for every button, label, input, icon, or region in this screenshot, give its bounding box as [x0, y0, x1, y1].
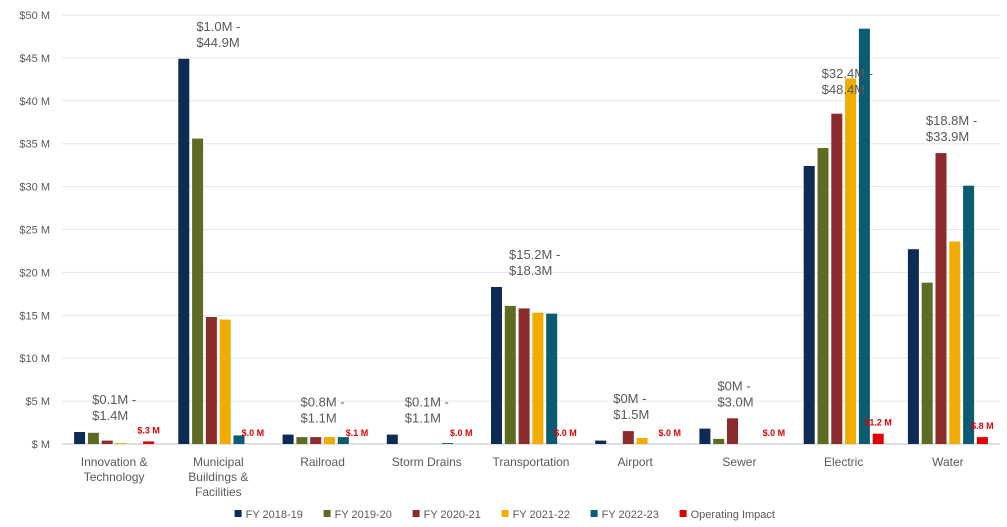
range-label: $15.2M -$18.3M: [509, 247, 560, 278]
x-tick-label: Water: [932, 455, 964, 469]
range-label: $32.4M -$48.4M: [822, 66, 873, 97]
bar: [504, 305, 516, 444]
impact-label: $.3 M: [137, 425, 160, 435]
legend-entry: FY 2019-20: [335, 509, 392, 521]
legend-swatch: [323, 510, 331, 517]
x-tick-label: Storm Drains: [392, 455, 462, 469]
bar: [296, 437, 308, 444]
legend-entry: FY 2018-19: [246, 509, 303, 521]
bar: [872, 433, 884, 444]
bar: [636, 438, 648, 444]
y-tick-label: $10 M: [19, 353, 50, 365]
y-tick-label: $25 M: [19, 225, 50, 237]
bar: [233, 435, 245, 444]
bar: [143, 441, 155, 444]
bar: [87, 432, 99, 444]
range-label: $0M -$1.5M: [613, 391, 649, 422]
legend-entry: FY 2020-21: [424, 509, 481, 521]
range-label: $18.8M -$33.9M: [926, 113, 977, 144]
impact-label: $1.2 M: [864, 418, 892, 428]
impact-label: $.0 M: [658, 428, 681, 438]
bar: [963, 185, 975, 444]
bar: [74, 432, 86, 444]
y-axis-ticks: $ M $5 M $10 M $15 M $20 M $25 M $30 M $35 M $40…: [19, 10, 50, 451]
bar: [518, 308, 530, 444]
x-tick-label: Airport: [618, 455, 654, 469]
x-tick-label: Sewer: [722, 455, 756, 469]
bar: [803, 166, 815, 444]
range-label: $0.8M -$1.1M: [301, 395, 345, 426]
legend-swatch: [234, 510, 242, 517]
data-labels: $0.1M -$1.4M$.3 M $1.0M -$44.9M $.0 M $0.8M…: [92, 19, 994, 438]
x-tick-label: Innovation & Technology: [81, 455, 148, 484]
bar: [491, 287, 502, 444]
y-tick-label: $15 M: [19, 310, 50, 322]
bar: [205, 317, 217, 444]
bar: [101, 440, 113, 444]
bar: [386, 434, 398, 444]
bar: [713, 438, 725, 444]
x-tick-label: Electric: [824, 455, 863, 469]
bar: [699, 428, 711, 444]
bar: [935, 153, 947, 444]
bar: [442, 443, 453, 444]
y-tick-label: $50 M: [19, 10, 50, 22]
legend-swatch: [501, 510, 509, 517]
bar: [727, 418, 738, 444]
x-tick-label: Transportation: [493, 455, 570, 469]
legend-entry: FY 2022-23: [602, 509, 659, 521]
impact-label: $.0 M: [554, 428, 577, 438]
y-tick-label: $ M: [32, 439, 50, 451]
bar: [949, 241, 961, 444]
range-label: $0.1M -$1.4M: [92, 392, 136, 423]
legend-entry: FY 2021-22: [513, 509, 570, 521]
bar: [858, 28, 870, 444]
bar: [219, 319, 231, 444]
bar: [817, 148, 829, 444]
legend-swatch: [679, 510, 687, 517]
bar: [831, 113, 843, 444]
bar: [115, 443, 127, 444]
legend-entry: Operating Impact: [691, 509, 775, 521]
bar: [324, 437, 335, 444]
impact-label: $.0 M: [763, 428, 786, 438]
bars: [74, 28, 988, 445]
bar: [532, 312, 544, 444]
bar: [310, 437, 322, 444]
legend: FY 2018-19 FY 2019-20 FY 2020-21 FY 2021-22…: [234, 509, 775, 521]
range-label: $0.1M -$1.1M: [405, 395, 449, 426]
bar: [845, 78, 857, 444]
y-tick-label: $45 M: [19, 53, 50, 65]
range-label: $1.0M -$44.9M: [196, 19, 240, 50]
bar: [282, 434, 294, 444]
y-tick-label: $30 M: [19, 182, 50, 194]
legend-swatch: [590, 510, 598, 517]
y-tick-label: $20 M: [19, 267, 50, 279]
x-tick-label: Railroad: [300, 455, 345, 469]
x-tick-label: Municipal Buildings & Facilities: [188, 455, 248, 499]
bar: [622, 431, 634, 444]
impact-label: $.1 M: [346, 428, 369, 438]
impact-label: $.8 M: [971, 421, 994, 431]
x-axis-ticks: Innovation & Technology Municipal Buildings…: [81, 455, 964, 499]
legend-swatch: [412, 510, 420, 517]
bar: [976, 437, 988, 444]
bar: [907, 249, 919, 444]
impact-label: $.0 M: [242, 428, 265, 438]
impact-label: $.0 M: [450, 428, 473, 438]
y-tick-label: $35 M: [19, 139, 50, 151]
bar: [337, 437, 349, 444]
bar: [595, 440, 607, 444]
bar: [921, 282, 933, 444]
range-label: $0M -$3.0M: [717, 378, 753, 409]
y-tick-label: $5 M: [26, 396, 50, 408]
gridlines: [62, 14, 1000, 445]
y-tick-label: $40 M: [19, 96, 50, 108]
bar: [546, 313, 558, 444]
bar: [178, 58, 190, 445]
bar: [192, 138, 204, 444]
